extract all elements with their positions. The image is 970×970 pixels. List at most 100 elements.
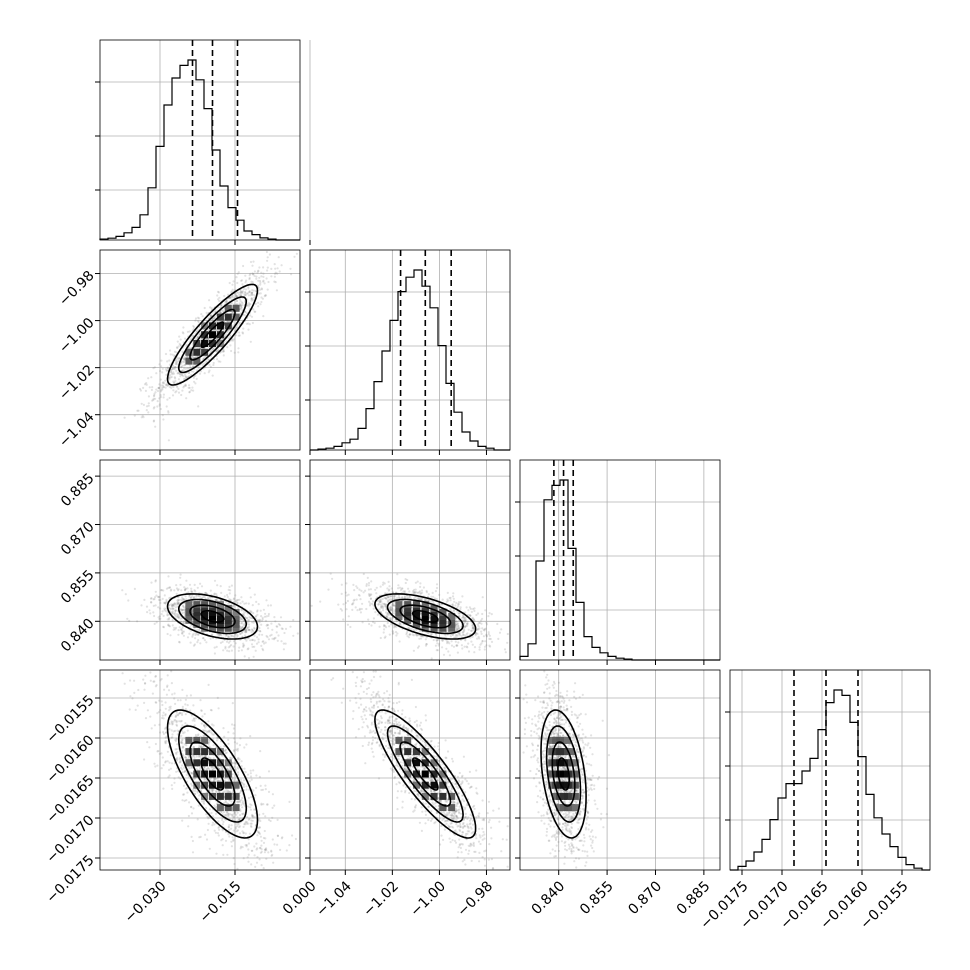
scatter-point xyxy=(203,306,206,310)
scatter-point xyxy=(213,579,217,582)
scatter-point xyxy=(248,276,251,280)
scatter-point xyxy=(483,648,486,651)
scatter-point xyxy=(229,344,232,347)
scatter-point xyxy=(147,377,150,380)
scatter-point xyxy=(171,618,174,622)
scatter-point xyxy=(158,403,161,406)
scatter-point xyxy=(257,301,260,304)
scatter-point xyxy=(170,605,173,608)
scatter-point xyxy=(244,629,247,632)
scatter-point xyxy=(342,603,345,606)
scatter-point xyxy=(171,394,175,397)
scatter-point xyxy=(155,372,158,375)
scatter-point xyxy=(230,584,233,587)
scatter-point xyxy=(124,593,127,596)
scatter-point xyxy=(275,625,278,628)
scatter-point xyxy=(183,377,186,380)
scatter-point xyxy=(168,385,171,389)
scatter-point xyxy=(175,390,178,393)
scatter-point xyxy=(506,632,509,636)
scatter-point xyxy=(281,627,284,631)
scatter-point xyxy=(162,626,165,629)
scatter-point xyxy=(167,689,171,692)
panel-1-0 xyxy=(95,249,311,455)
scatter-point xyxy=(357,593,360,597)
scatter-point xyxy=(346,599,349,603)
scatter-point xyxy=(397,584,400,587)
scatter-point xyxy=(201,315,204,318)
scatter-point xyxy=(468,606,471,609)
scatter-point xyxy=(231,294,234,297)
scatter-point xyxy=(384,603,387,606)
scatter-point xyxy=(152,611,155,614)
scatter-point xyxy=(251,291,254,294)
scatter-point xyxy=(484,640,487,643)
scatter-point xyxy=(240,290,244,293)
scatter-point xyxy=(194,374,197,377)
scatter-point xyxy=(183,369,186,372)
scatter-point xyxy=(133,414,136,417)
scatter-point xyxy=(213,592,216,595)
scatter-point xyxy=(175,351,178,354)
scatter-point xyxy=(175,592,178,595)
scatter-point xyxy=(203,596,206,599)
scatter-point xyxy=(467,628,470,631)
scatter-point xyxy=(250,631,253,634)
scatter-point xyxy=(187,371,190,374)
scatter-point xyxy=(181,364,184,367)
scatter-point xyxy=(182,326,185,329)
scatter-point xyxy=(429,633,432,636)
scatter-point xyxy=(173,602,176,605)
density-cell xyxy=(209,331,216,339)
scatter-point xyxy=(172,371,175,374)
scatter-point xyxy=(215,598,218,601)
density-cell xyxy=(216,313,224,321)
scatter-point xyxy=(240,306,243,309)
scatter-point xyxy=(239,290,242,293)
scatter-point xyxy=(270,854,273,857)
scatter-point xyxy=(211,318,214,321)
scatter-point xyxy=(167,366,170,369)
scatter-point xyxy=(225,299,228,302)
scatter-point xyxy=(255,277,258,280)
density-cell xyxy=(224,304,232,312)
scatter-point xyxy=(153,614,156,618)
scatter-point xyxy=(402,590,405,593)
scatter-point xyxy=(266,256,269,259)
scatter-point xyxy=(240,279,244,282)
scatter-point xyxy=(243,314,246,317)
scatter-point xyxy=(182,360,185,363)
scatter-point xyxy=(127,599,130,602)
scatter-point xyxy=(230,827,233,830)
scatter-point xyxy=(221,309,224,312)
scatter-point xyxy=(170,603,173,606)
scatter-point xyxy=(469,614,472,617)
scatter-point xyxy=(157,386,160,389)
scatter-point xyxy=(242,779,245,782)
scatter-point xyxy=(245,279,248,282)
scatter-point xyxy=(340,583,343,586)
scatter-point xyxy=(211,821,214,824)
scatter-point xyxy=(259,784,262,788)
scatter-point xyxy=(215,350,218,353)
scatter-point xyxy=(274,271,277,274)
scatter-point xyxy=(456,634,459,637)
scatter-point xyxy=(224,301,227,304)
scatter-point xyxy=(171,607,174,610)
scatter-point xyxy=(235,326,238,329)
scatter-point xyxy=(239,618,242,621)
scatter-point xyxy=(200,370,203,373)
scatter-point xyxy=(273,275,276,278)
scatter-point xyxy=(463,645,466,648)
scatter-point xyxy=(236,742,239,745)
scatter-point xyxy=(176,602,179,605)
scatter-point xyxy=(292,634,295,637)
scatter-point xyxy=(465,606,468,609)
scatter-point xyxy=(259,630,262,633)
scatter-point xyxy=(419,582,422,585)
scatter-point xyxy=(179,576,182,579)
scatter-point xyxy=(181,799,184,802)
scatter-point xyxy=(358,588,361,591)
scatter-point xyxy=(249,775,253,778)
scatter-point xyxy=(393,595,396,598)
